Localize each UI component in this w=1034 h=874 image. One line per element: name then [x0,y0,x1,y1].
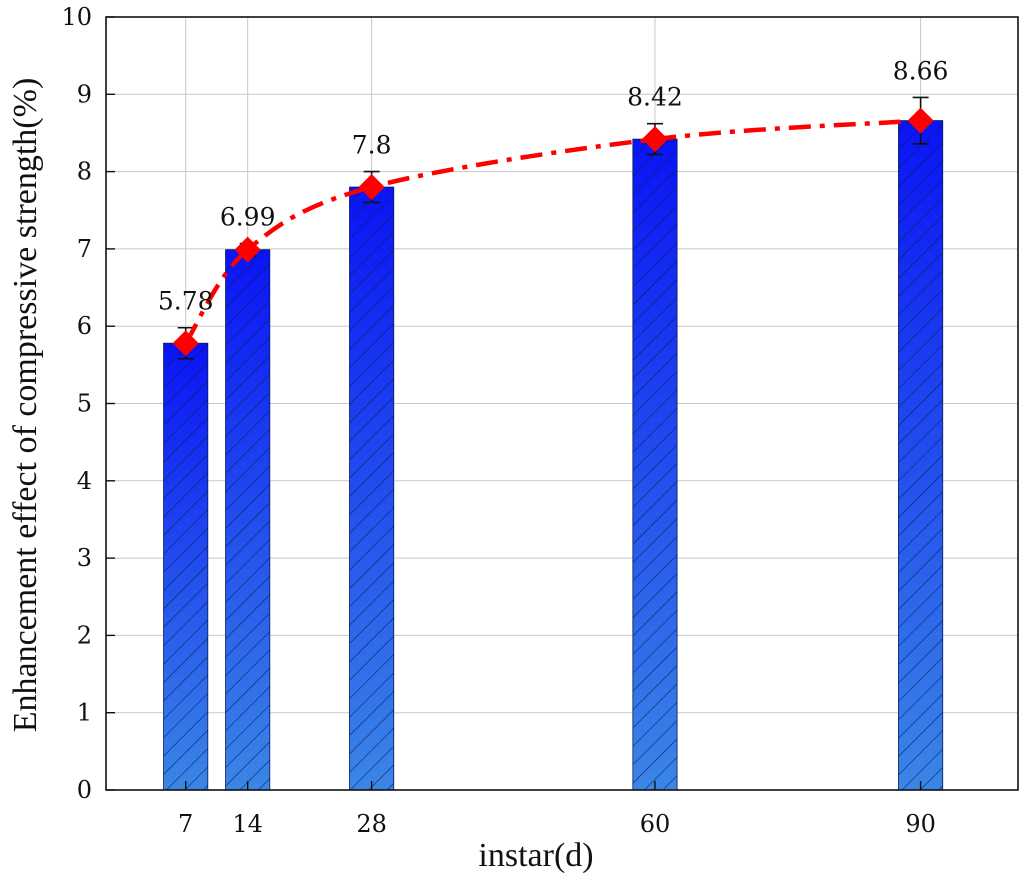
y-tick-label: 8 [77,158,92,186]
y-tick-label: 4 [77,467,92,495]
data-label: 5.78 [158,287,214,316]
trend-marker [907,107,934,134]
trend-line-group [183,118,921,345]
x-axis-title: instar(d) [478,837,593,874]
y-tick-label: 10 [61,3,92,31]
trend-marker [358,174,385,201]
x-tick-label: 90 [905,810,936,838]
y-tick-label: 3 [77,544,92,572]
x-tick-label: 60 [640,810,671,838]
trend-marker [172,330,199,357]
y-axis-title: Enhancement effect of compressive streng… [7,78,44,733]
trend-markers [172,107,934,357]
bar-7 [163,342,209,791]
y-tick-label: 2 [77,621,92,649]
error-bars [177,96,929,360]
y-tick-label: 5 [77,390,92,418]
y-tick-label: 0 [77,776,92,804]
data-labels: 5.78 6.99 7.8 8.42 8.66 [158,56,949,315]
bar-14 [225,249,271,791]
bar-hatch [898,120,944,791]
x-tick-label: 7 [178,810,193,838]
x-tick-label: 14 [232,810,263,838]
bar-hatch [632,138,678,791]
bar-60 [632,138,678,791]
x-tick-label: 28 [356,810,387,838]
y-tick-label: 9 [77,80,92,108]
y-tick-label: 6 [77,312,92,340]
axis-ticks: 0 1 2 3 4 5 6 7 8 9 10 7 14 28 60 90 [61,3,935,838]
bar-hatch [163,342,209,791]
bar-90 [898,120,944,791]
data-label: 8.66 [893,56,949,85]
bar-hatch [349,186,395,791]
data-label: 7.8 [352,131,392,160]
trend-marker [641,126,668,153]
bars [163,120,944,791]
data-label: 6.99 [220,202,276,231]
y-tick-label: 1 [77,699,92,727]
bar-hatch [225,249,271,791]
trend-line [183,118,921,345]
bar-28 [349,186,395,791]
y-tick-label: 7 [77,235,92,263]
trend-marker [234,236,261,263]
data-label: 8.42 [627,83,683,112]
